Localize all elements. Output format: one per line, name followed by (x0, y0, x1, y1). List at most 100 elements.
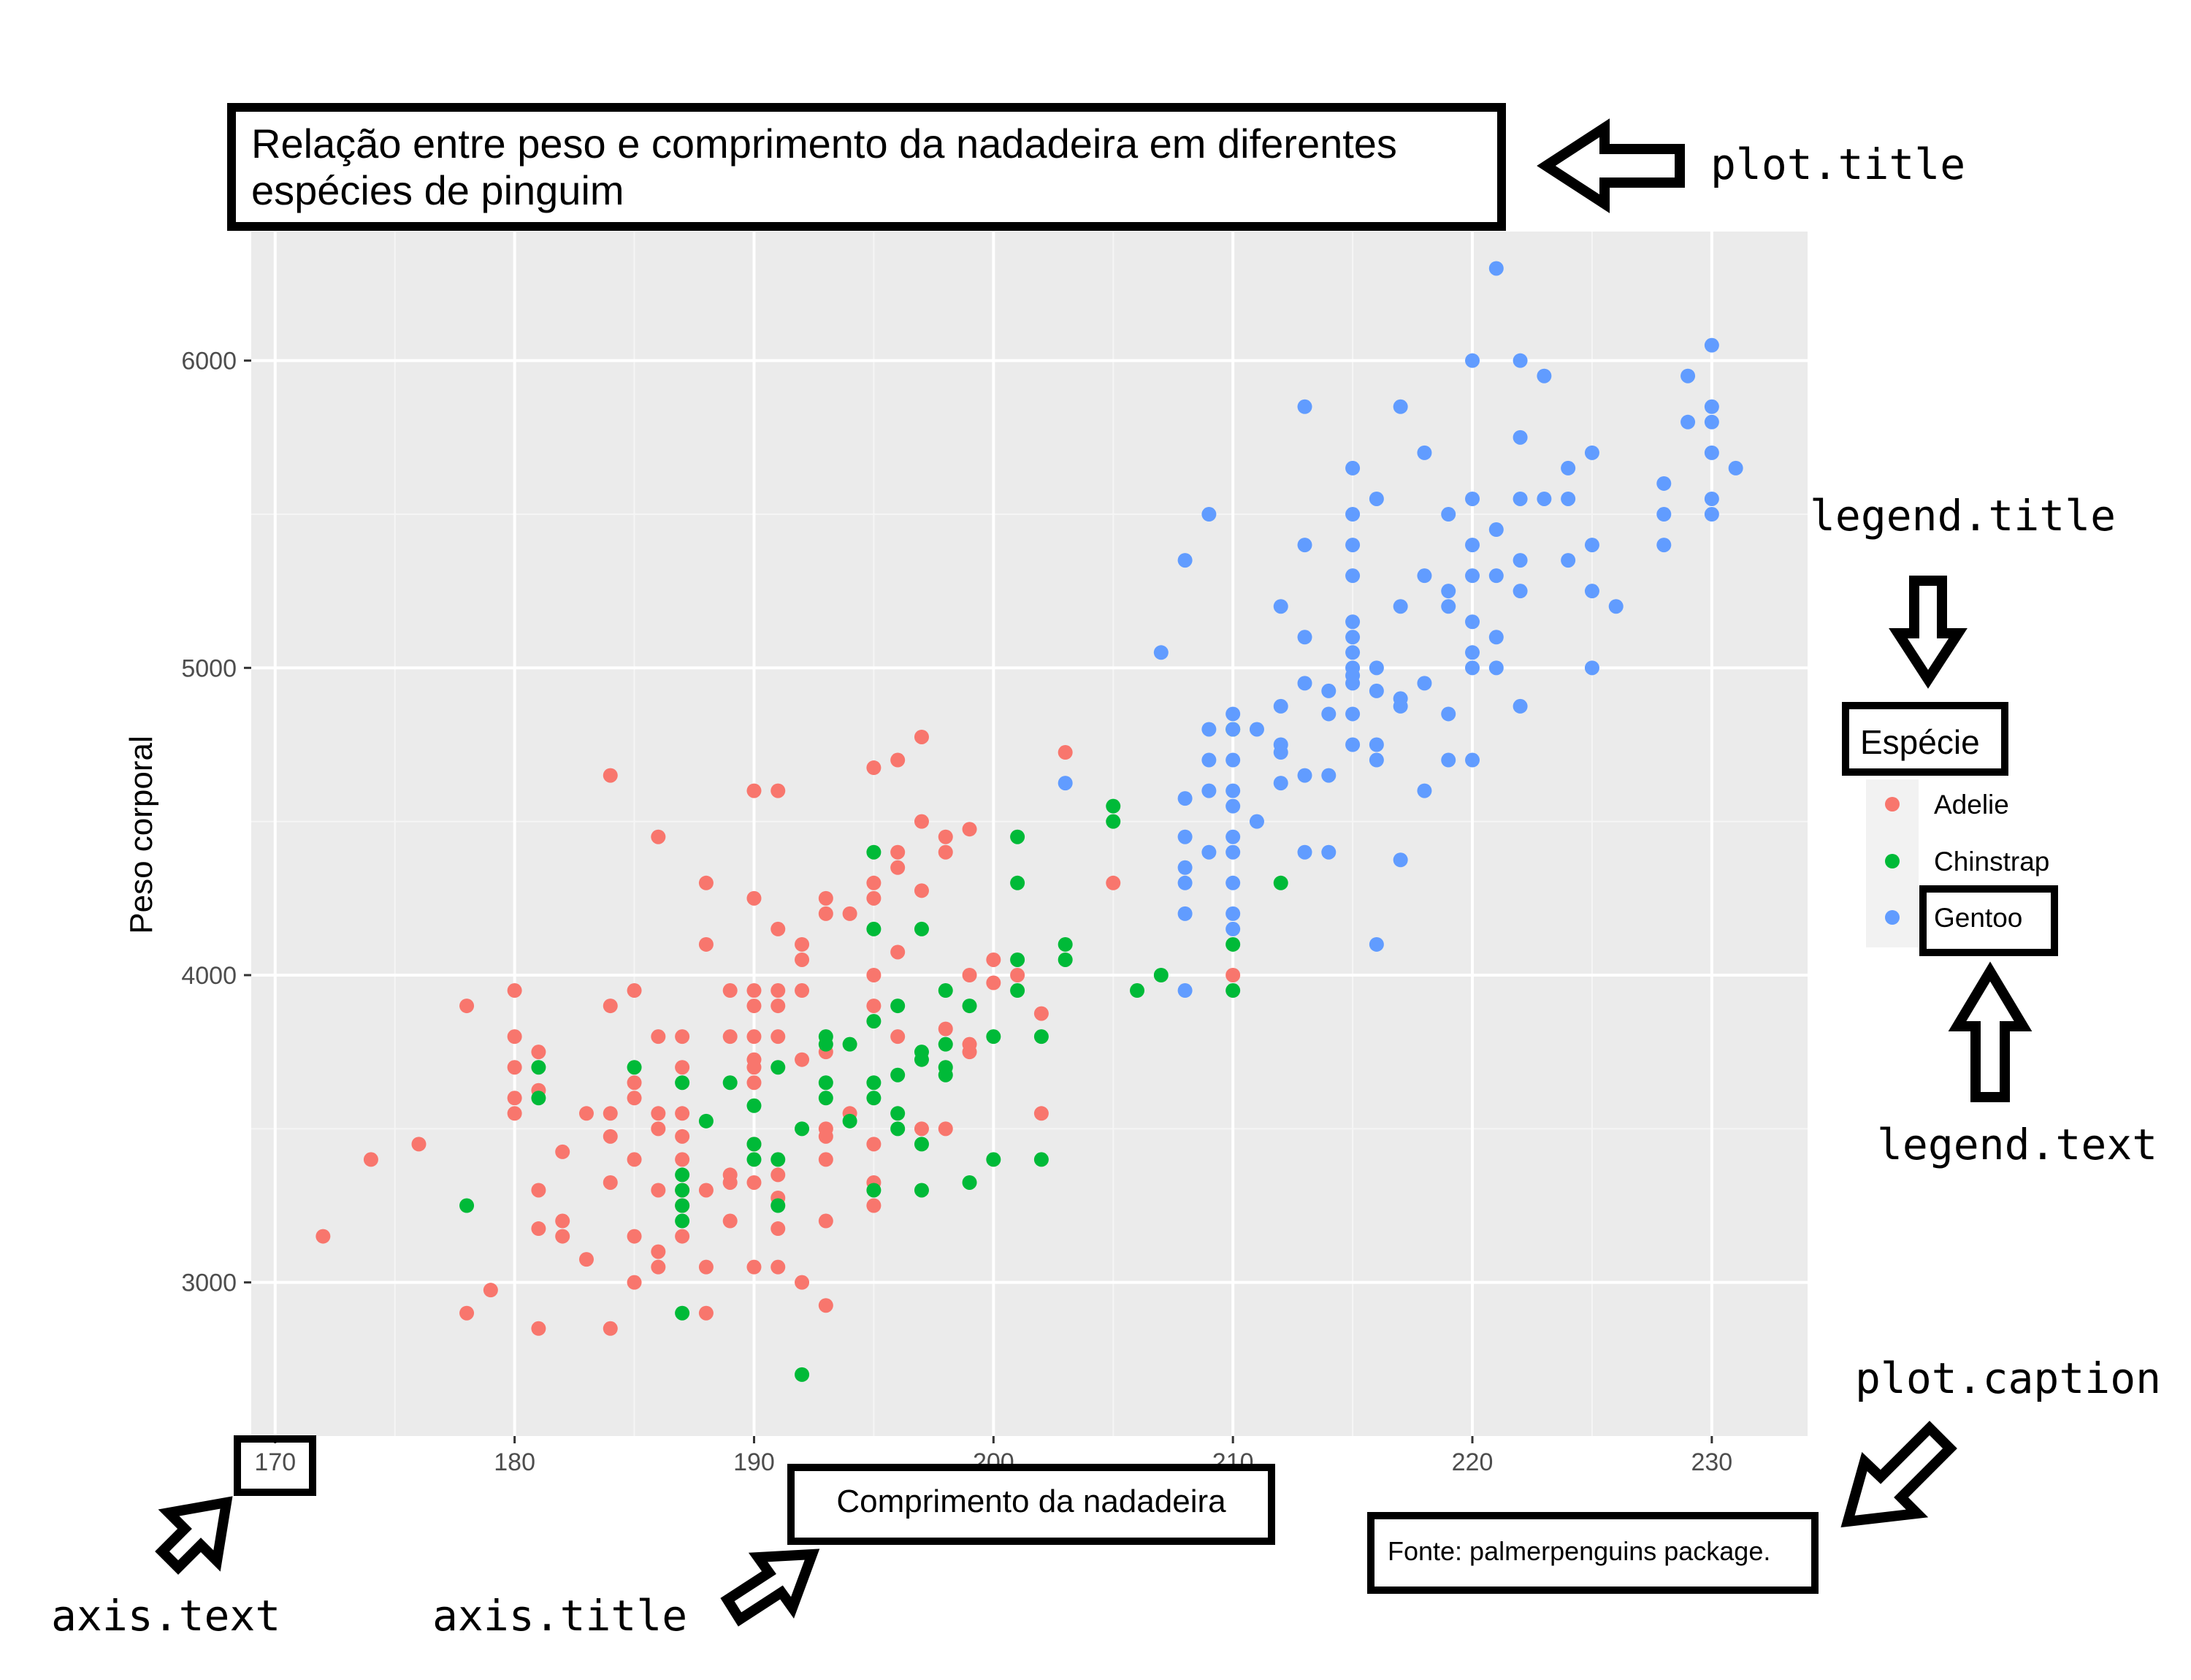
point-gentoo (1513, 491, 1528, 506)
point-gentoo (1177, 860, 1193, 875)
point-adelie (603, 768, 618, 783)
point-gentoo (1680, 414, 1696, 429)
plot-title-line-1: Relação entre peso e comprimento da nada… (251, 121, 1397, 167)
point-chinstrap (914, 921, 929, 936)
point-adelie (603, 1106, 618, 1121)
plot-caption-arrow (1840, 1421, 1957, 1528)
point-gentoo (1225, 844, 1241, 860)
point-gentoo (1417, 783, 1432, 798)
point-chinstrap (986, 1029, 1001, 1045)
point-adelie (890, 1029, 906, 1045)
point-gentoo (1488, 261, 1504, 276)
point-chinstrap (722, 1075, 738, 1091)
point-chinstrap (842, 1113, 857, 1129)
point-gentoo (1297, 768, 1312, 783)
point-adelie (746, 1060, 762, 1075)
point-adelie (890, 860, 906, 875)
axis-title-arrow (720, 1549, 820, 1627)
point-chinstrap (1130, 983, 1145, 999)
point-adelie (938, 844, 953, 860)
point-gentoo (1417, 676, 1432, 691)
caption-highlight-box (1367, 1512, 1819, 1594)
point-adelie (722, 1029, 738, 1045)
point-gentoo (1488, 522, 1504, 538)
point-adelie (316, 1229, 331, 1244)
point-adelie (842, 906, 857, 921)
point-gentoo (1321, 844, 1337, 860)
point-adelie (651, 1106, 666, 1121)
point-gentoo (1201, 844, 1217, 860)
point-gentoo (1225, 798, 1241, 814)
point-gentoo (1513, 429, 1528, 445)
point-chinstrap (818, 1075, 833, 1091)
point-chinstrap (914, 1052, 929, 1067)
point-adelie (914, 1121, 929, 1137)
point-adelie (746, 1029, 762, 1045)
point-chinstrap (746, 1137, 762, 1152)
point-chinstrap (890, 1067, 906, 1083)
point-adelie (890, 844, 906, 860)
point-gentoo (1225, 921, 1241, 936)
legend-key-adelie (1885, 797, 1900, 812)
x-tick-label: 210 (1212, 1448, 1254, 1476)
point-gentoo (1393, 852, 1408, 868)
point-adelie (1010, 968, 1025, 983)
legend-title-label: legend.title (1810, 491, 2116, 541)
point-adelie (818, 1152, 833, 1167)
point-adelie (771, 921, 786, 936)
point-gentoo (1345, 568, 1361, 584)
point-gentoo (1345, 538, 1361, 553)
point-gentoo (1345, 614, 1361, 630)
point-chinstrap (1033, 1152, 1049, 1167)
point-adelie (507, 983, 522, 999)
plot-title-arrow (1537, 118, 1685, 213)
plot-caption: Fonte: palmerpenguins package. (1388, 1536, 1770, 1566)
point-adelie (795, 983, 810, 999)
point-chinstrap (459, 1198, 475, 1213)
legend-key-chinstrap (1885, 854, 1900, 868)
point-adelie (483, 1283, 498, 1298)
point-gentoo (1537, 491, 1552, 506)
point-gentoo (1393, 698, 1408, 714)
point-adelie (986, 975, 1001, 990)
point-gentoo (1561, 491, 1576, 506)
point-gentoo (1297, 399, 1312, 414)
point-adelie (866, 1198, 882, 1213)
point-adelie (675, 1229, 690, 1244)
point-adelie (555, 1213, 570, 1229)
point-gentoo (1369, 660, 1384, 676)
point-adelie (603, 1129, 618, 1144)
x-tick-label: 220 (1452, 1448, 1494, 1476)
point-chinstrap (842, 1036, 857, 1052)
point-gentoo (1058, 776, 1073, 791)
legend-text-highlight-box (1919, 885, 2058, 956)
point-adelie (771, 1029, 786, 1045)
point-adelie (746, 890, 762, 906)
point-adelie (914, 883, 929, 898)
point-gentoo (1369, 737, 1384, 752)
point-gentoo (1584, 584, 1599, 599)
point-chinstrap (938, 1067, 953, 1083)
point-gentoo (1441, 599, 1456, 614)
point-chinstrap (1106, 814, 1121, 829)
point-adelie (675, 1129, 690, 1144)
axis-title-label: axis.title (432, 1591, 687, 1641)
point-gentoo (1513, 584, 1528, 599)
point-gentoo (1321, 768, 1337, 783)
point-adelie (746, 1075, 762, 1091)
point-adelie (698, 1305, 714, 1321)
plot-caption-label: plot.caption (1855, 1353, 2161, 1403)
point-adelie (698, 936, 714, 952)
point-gentoo (1513, 353, 1528, 368)
point-chinstrap (675, 1183, 690, 1198)
point-adelie (962, 1045, 977, 1060)
point-adelie (746, 999, 762, 1014)
point-adelie (603, 1321, 618, 1336)
point-adelie (866, 1137, 882, 1152)
point-adelie (627, 1229, 642, 1244)
point-adelie (722, 983, 738, 999)
point-chinstrap (866, 1075, 882, 1091)
point-chinstrap (771, 1198, 786, 1213)
x-tick-label: 170 (254, 1448, 296, 1476)
point-adelie (627, 983, 642, 999)
